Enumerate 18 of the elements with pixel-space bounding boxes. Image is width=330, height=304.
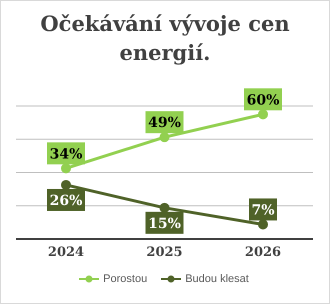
legend-label: Porostou bbox=[102, 273, 148, 285]
x-tick-label: 2026 bbox=[244, 245, 282, 260]
point bbox=[258, 219, 268, 230]
data-label: 15% bbox=[148, 216, 181, 232]
x-tick-label: 2025 bbox=[146, 245, 183, 260]
point bbox=[61, 163, 71, 174]
data-label: 60% bbox=[246, 92, 280, 108]
point bbox=[258, 109, 268, 120]
point bbox=[160, 202, 170, 213]
x-tick-label: 2024 bbox=[48, 245, 84, 260]
data-label: 7% bbox=[251, 202, 275, 218]
data-label: 26% bbox=[50, 192, 82, 209]
data-label: 49% bbox=[148, 115, 181, 132]
legend-label: Budou klesat bbox=[184, 273, 249, 285]
data-label: 34% bbox=[50, 146, 82, 162]
chart-title: Očekávání vývoje cen energií. bbox=[39, 10, 291, 67]
point bbox=[160, 132, 170, 142]
point bbox=[61, 180, 71, 190]
